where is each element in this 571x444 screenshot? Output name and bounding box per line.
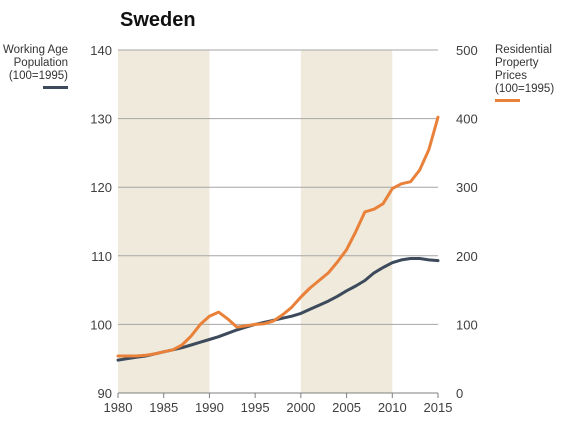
y-left-tick-label-90: 90: [98, 386, 112, 401]
legend-right: Residential Property Prices (100=1995): [495, 44, 571, 102]
y-right-tick-label-300: 300: [456, 180, 478, 195]
x-tick-label-2010: 2010: [378, 400, 407, 415]
legend-swatch-residential-property-prices: [495, 99, 520, 102]
x-tick-label-1990: 1990: [195, 400, 224, 415]
axes: [117, 392, 439, 398]
shaded-periods: [118, 50, 393, 393]
y-right-tick-label-0: 0: [456, 386, 463, 401]
shaded-period-1: [118, 50, 210, 393]
x-tick-label-2000: 2000: [286, 400, 315, 415]
y-left-tick-label-100: 100: [90, 317, 112, 332]
x-tick-label-2005: 2005: [332, 400, 361, 415]
y-right-tick-label-100: 100: [456, 317, 478, 332]
tick-labels: 1980 1985 1990 1995 2000 2005 2010 201590100110…: [90, 43, 477, 415]
legend-label-working-age-population: Working Age Population (100=1995): [3, 44, 68, 82]
x-tick-label-1995: 1995: [241, 400, 270, 415]
y-left-tick-label-130: 130: [90, 112, 112, 127]
y-right-tick-label-500: 500: [456, 43, 478, 58]
legend-label-residential-property-prices: Residential Property Prices (100=1995): [495, 44, 555, 95]
x-tick-label-1980: 1980: [104, 400, 133, 415]
gridlines: [118, 49, 438, 325]
chart-title: Sweden: [120, 9, 196, 31]
legend-swatch-working-age-population: [43, 86, 68, 89]
x-tick-label-1985: 1985: [149, 400, 178, 415]
y-right-tick-label-400: 400: [456, 112, 478, 127]
x-tick-label-2015: 2015: [424, 400, 453, 415]
y-left-tick-label-140: 140: [90, 43, 112, 58]
series-line-residential-property-prices: [116, 115, 440, 358]
series-lines: [116, 115, 440, 362]
shaded-period-2: [300, 50, 393, 393]
y-left-tick-label-120: 120: [90, 180, 112, 195]
y-left-tick-label-110: 110: [91, 249, 112, 264]
y-right-tick-label-200: 200: [456, 249, 478, 264]
legend-left: Working Age Population (100=1995): [0, 44, 68, 89]
